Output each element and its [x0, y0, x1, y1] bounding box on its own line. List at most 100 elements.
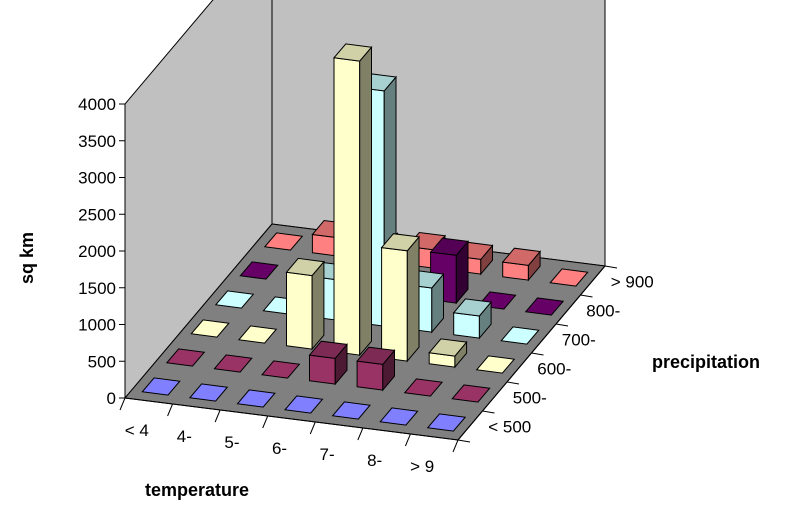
- bar: [263, 232, 304, 251]
- y-tick-label: 4000: [78, 95, 116, 114]
- bar: [239, 261, 279, 280]
- x-axis-title: temperature: [145, 480, 249, 500]
- z-axis: < 500 500- 600- 700- 800- > 900: [457, 265, 654, 443]
- bar-side: [311, 260, 325, 351]
- bar-top: [452, 298, 493, 317]
- x-tick-label: 6-: [272, 439, 287, 458]
- x-tick-mark: [167, 403, 174, 417]
- bar: [165, 348, 206, 367]
- z-tick-mark: [580, 294, 593, 298]
- bar: [475, 355, 516, 374]
- bar-flat: [214, 290, 255, 309]
- x-tick-mark: [452, 439, 459, 453]
- bar-top: [501, 247, 542, 266]
- z-tick-mark: [457, 439, 471, 443]
- x-tick-label: 8-: [367, 451, 382, 470]
- bar: [188, 383, 229, 402]
- bar-flat: [239, 261, 279, 280]
- bar-top: [356, 346, 396, 365]
- bar: [331, 401, 371, 420]
- bar: [356, 346, 396, 392]
- bar-flat: [379, 407, 419, 426]
- x-tick-mark: [119, 397, 126, 411]
- bar-flat: [190, 319, 230, 338]
- x-tick-label: 4-: [177, 427, 192, 446]
- bar: [141, 377, 181, 396]
- z-tick-label: < 500: [488, 418, 531, 437]
- bar-top: [380, 233, 420, 252]
- bar: [236, 389, 276, 408]
- bar: [333, 43, 373, 357]
- x-tick-mark: [214, 409, 221, 423]
- z-tick-label: 700-: [562, 331, 596, 350]
- bar: [213, 354, 253, 373]
- z-tick-mark: [604, 265, 618, 269]
- y-tick-label: 2500: [78, 205, 116, 224]
- bar: [501, 247, 542, 282]
- bar-top: [285, 257, 325, 277]
- bar-front: [333, 57, 361, 356]
- x-axis-line: [124, 397, 459, 441]
- y-tick-label: 1500: [78, 279, 116, 298]
- bar-flat: [403, 378, 444, 397]
- bar: [500, 326, 540, 345]
- bar-top: [308, 340, 348, 359]
- y-axis: 0 500 1000 1500 2000 2500 3000 3500 4000: [78, 95, 126, 408]
- x-tick-label: > 9: [410, 457, 434, 476]
- bar: [261, 360, 301, 379]
- z-tick-label: 500-: [513, 389, 547, 408]
- bar: [379, 407, 419, 426]
- bar-top: [429, 237, 469, 256]
- bar-flat: [500, 326, 540, 345]
- bar-front: [381, 247, 408, 362]
- bar-flat: [237, 325, 278, 344]
- x-tick-mark: [357, 427, 364, 441]
- bar-flat: [549, 268, 589, 287]
- bar: [524, 297, 565, 316]
- bar-top: [333, 43, 373, 62]
- bar-flat: [331, 401, 371, 420]
- bar-flat: [524, 297, 565, 316]
- bar: [190, 319, 230, 338]
- bar: [380, 233, 420, 363]
- bar-flat: [426, 413, 467, 432]
- bar: [549, 268, 589, 287]
- x-tick-mark: [309, 421, 316, 435]
- bar-flat: [475, 355, 516, 374]
- bar-top: [428, 338, 468, 357]
- bar-flat: [451, 384, 491, 403]
- bar-front: [356, 360, 384, 391]
- y-tick-label: 3000: [78, 169, 116, 188]
- bar-front: [286, 271, 313, 350]
- chart-bars: [141, 43, 589, 432]
- x-axis: < 4 4- 5- 6- 7- 8- > 9: [119, 397, 459, 476]
- bar-side: [359, 45, 372, 357]
- bar-flat: [261, 360, 301, 379]
- z-tick-mark: [531, 352, 544, 356]
- bar-flat: [236, 389, 276, 408]
- bar: [284, 395, 324, 414]
- bar-flat: [188, 383, 229, 402]
- bar: [308, 340, 348, 386]
- z-tick-mark: [482, 410, 495, 414]
- bar: [403, 378, 444, 397]
- bar-flat: [165, 348, 206, 367]
- bar-flat: [141, 377, 181, 396]
- bar-flat: [263, 232, 304, 251]
- y-tick-label: 0: [107, 389, 116, 408]
- z-tick-mark: [506, 381, 520, 385]
- y-tick-label: 1000: [78, 316, 116, 335]
- z-tick-mark: [555, 323, 569, 327]
- y-tick-label: 3500: [78, 132, 116, 151]
- y-tick-label: 500: [88, 352, 116, 371]
- bar-flat: [284, 395, 324, 414]
- bar: [428, 338, 468, 369]
- bar: [452, 298, 493, 340]
- bar-side: [406, 235, 420, 363]
- z-tick-label: 800-: [586, 302, 620, 321]
- x-tick-label: 5-: [224, 433, 239, 452]
- y-axis-title: sq km: [17, 232, 37, 284]
- x-tick-label: 7-: [320, 445, 335, 464]
- y-tick-label: 2000: [78, 242, 116, 261]
